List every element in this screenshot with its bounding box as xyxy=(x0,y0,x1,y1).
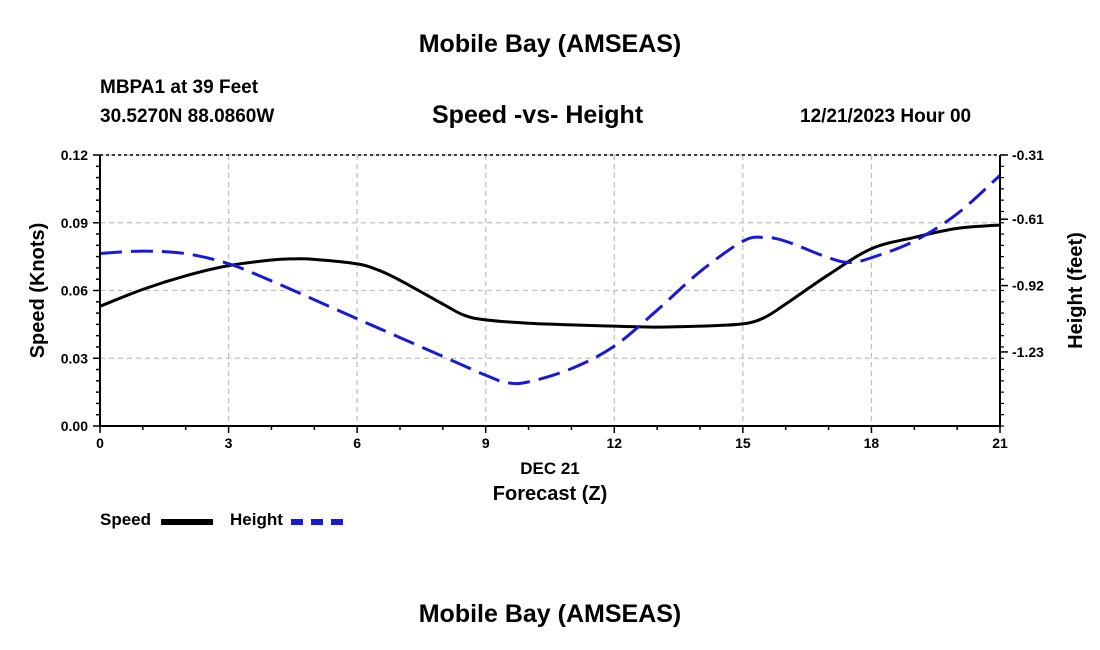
x-tick-label: 21 xyxy=(992,435,1008,451)
series-line-height xyxy=(99,174,1002,386)
legend-label-height: Height xyxy=(230,510,283,529)
coordinates-label: 30.5270N 88.0860W xyxy=(100,106,275,127)
x-tick-label: 6 xyxy=(353,435,361,451)
series xyxy=(99,174,1002,386)
y2-tick-label: -0.92 xyxy=(1012,278,1044,294)
y-tick-label: 0.00 xyxy=(61,418,88,434)
series-line-speed xyxy=(99,223,1001,329)
x-axis-date-label: DEC 21 xyxy=(520,459,580,478)
grid xyxy=(100,154,1000,426)
speed-height-chart: 0 3 6 9 12 15 18 21 0.00 0.03 0.06 0.09 0.12 -0.31 -0.… xyxy=(27,147,1087,505)
y2-tick-label: -0.31 xyxy=(1012,147,1044,163)
axis-ticks xyxy=(93,154,1008,433)
axis-labels: 0 3 6 9 12 15 18 21 0.00 0.03 0.06 0.09 0.12 -0.31 -0.… xyxy=(27,147,1087,505)
y2-tick-label: -1.23 xyxy=(1012,344,1044,360)
x-tick-label: 12 xyxy=(606,435,622,451)
y-tick-label: 0.12 xyxy=(61,147,88,163)
y-tick-label: 0.09 xyxy=(61,215,88,231)
y-tick-label: 0.03 xyxy=(61,350,88,366)
y-axis-title: Speed (Knots) xyxy=(27,223,49,359)
station-label: MBPA1 at 39 Feet xyxy=(100,77,259,98)
page-title: Mobile Bay (AMSEAS) xyxy=(418,30,682,58)
x-tick-label: 3 xyxy=(225,435,233,451)
legend-swatch-height xyxy=(291,519,343,525)
forecast-date-label: 12/21/2023 Hour 00 xyxy=(800,106,972,127)
y2-axis-title: Height (feet) xyxy=(1065,232,1087,349)
legend-swatch-speed xyxy=(161,519,213,525)
x-tick-label: 15 xyxy=(735,435,751,451)
x-axis-title: Forecast (Z) xyxy=(493,483,607,505)
y-tick-label: 0.06 xyxy=(61,283,88,299)
x-tick-label: 18 xyxy=(864,435,880,451)
x-tick-label: 0 xyxy=(96,435,104,451)
y2-tick-label: -0.61 xyxy=(1012,211,1044,227)
x-tick-label: 9 xyxy=(482,435,490,451)
chart-title: Speed -vs- Height xyxy=(432,101,644,129)
legend-label-speed: Speed xyxy=(100,510,152,529)
page-title-repeat: Mobile Bay (AMSEAS) xyxy=(418,600,682,628)
